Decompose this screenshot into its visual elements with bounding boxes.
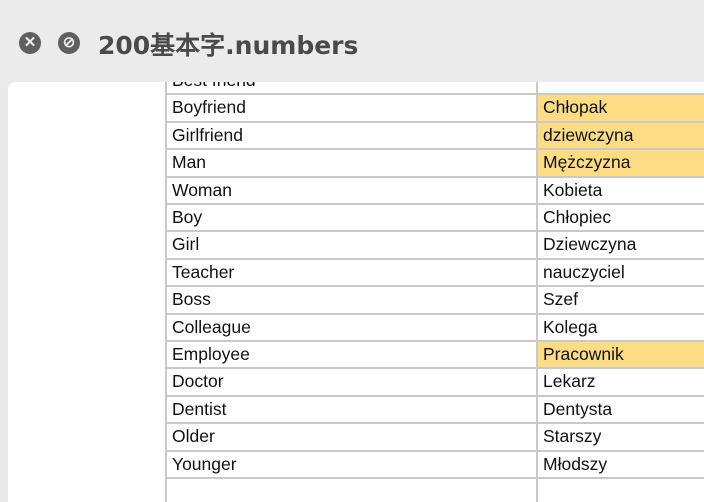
english-cell[interactable]: Colleague bbox=[167, 314, 538, 340]
table-row bbox=[165, 477, 704, 502]
english-cell[interactable]: Woman bbox=[167, 177, 538, 203]
polish-cell[interactable]: Młodszy bbox=[543, 453, 608, 474]
english-cell[interactable]: Girlfriend bbox=[167, 122, 538, 149]
table-row: Woman Kobieta bbox=[165, 175, 704, 203]
polish-cell[interactable]: Lekarz bbox=[543, 371, 596, 392]
close-icon[interactable]: ✕ bbox=[19, 32, 41, 54]
english-cell[interactable]: Dentist bbox=[167, 396, 538, 423]
english-cell[interactable]: Girl bbox=[167, 232, 538, 258]
english-cell[interactable]: Older bbox=[167, 424, 538, 450]
table-row: Boy Chłopiec bbox=[165, 203, 704, 231]
table-row: Girlfriend dziewczyna bbox=[165, 120, 704, 149]
polish-cell[interactable]: Pracownik bbox=[538, 342, 704, 368]
table-row: Best friend bbox=[165, 82, 704, 94]
table-row: Dentist Dentysta bbox=[165, 394, 704, 423]
table-row: Man Mężczyzna bbox=[165, 148, 704, 176]
table-row: Boyfriend Chłopak bbox=[165, 93, 704, 121]
polish-cell[interactable]: Chłopiec bbox=[543, 207, 612, 227]
english-cell[interactable]: Boy bbox=[167, 205, 538, 231]
table-row: Boss Szef bbox=[165, 285, 704, 313]
english-cell[interactable]: Employee bbox=[167, 342, 538, 368]
english-cell[interactable]: Teacher bbox=[167, 259, 538, 286]
english-cell[interactable] bbox=[167, 479, 538, 502]
polish-cell[interactable]: Kolega bbox=[543, 316, 598, 337]
english-cell[interactable]: Boyfriend bbox=[167, 95, 538, 121]
english-cell[interactable]: Best friend bbox=[167, 82, 538, 94]
polish-cell[interactable] bbox=[538, 82, 704, 93]
english-cell[interactable]: Doctor bbox=[167, 369, 538, 395]
title-bar: ✕ ⊘ 200基本字.numbers bbox=[0, 0, 704, 82]
table-row: Teacher nauczyciel bbox=[165, 257, 704, 286]
polish-cell[interactable] bbox=[538, 479, 704, 502]
table-row: Doctor Lekarz bbox=[165, 367, 704, 395]
document-title: 200基本字.numbers bbox=[98, 31, 359, 60]
polish-cell[interactable]: Kobieta bbox=[543, 179, 603, 200]
english-cell[interactable]: Boss bbox=[167, 287, 538, 313]
english-cell[interactable]: Man bbox=[167, 150, 538, 176]
table-row: Older Starszy bbox=[165, 422, 704, 450]
polish-cell[interactable]: Starszy bbox=[543, 426, 602, 447]
table-row: Employee Pracownik bbox=[165, 340, 704, 368]
polish-cell[interactable]: Mężczyzna bbox=[538, 150, 704, 176]
table-row: Younger Młodszy bbox=[165, 449, 704, 477]
polish-cell[interactable]: nauczyciel bbox=[543, 261, 625, 282]
english-cell[interactable]: Younger bbox=[167, 451, 538, 477]
no-entry-icon[interactable]: ⊘ bbox=[58, 32, 80, 54]
spreadsheet-canvas: Best friendBoyfriendChłopakGirlfrienddzi… bbox=[8, 82, 704, 502]
table-row: Girl Dziewczyna bbox=[165, 230, 704, 258]
polish-cell[interactable]: Chłopak bbox=[538, 95, 704, 121]
polish-cell[interactable]: Dentysta bbox=[543, 398, 613, 419]
polish-cell[interactable]: dziewczyna bbox=[538, 122, 704, 149]
polish-cell[interactable]: Szef bbox=[543, 289, 579, 310]
table-row: Colleague Kolega bbox=[165, 312, 704, 340]
polish-cell[interactable]: Dziewczyna bbox=[543, 234, 637, 255]
